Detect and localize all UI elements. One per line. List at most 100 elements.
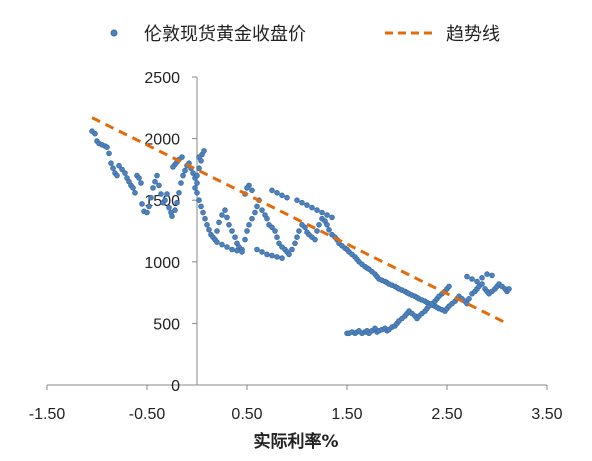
scatter-point — [289, 246, 295, 253]
scatter-point — [299, 199, 305, 206]
scatter-point — [206, 227, 212, 233]
scatter-point — [304, 202, 310, 208]
scatter-point — [324, 222, 330, 228]
scatter-point — [259, 249, 265, 255]
x-tick-label: 3.50 — [531, 406, 562, 423]
scatter-point — [479, 274, 485, 281]
scatter-point — [164, 191, 170, 197]
scatter-point — [229, 246, 235, 253]
legend-item-trendline: 趋势线 — [385, 24, 500, 45]
scatter-point — [309, 204, 315, 211]
scatter-point — [329, 214, 335, 221]
scatter-point — [302, 224, 308, 231]
scatter-point — [326, 227, 332, 233]
scatter-point — [162, 197, 168, 204]
scatter-point — [276, 240, 282, 247]
scatter-point — [196, 154, 202, 160]
scatter-point — [269, 224, 275, 231]
scatter-point — [259, 207, 265, 213]
x-tick-label: 2.50 — [431, 406, 462, 423]
legend-label-gold-price: 伦敦现货黄金收盘价 — [144, 24, 306, 45]
scatter-point — [279, 255, 285, 261]
scatter-point — [254, 203, 260, 210]
scatter-point — [170, 164, 176, 170]
scatter-point — [244, 185, 250, 191]
y-axis-ticks: 05001000150020002500 — [144, 70, 197, 395]
scatter-point — [104, 144, 110, 151]
legend-item-gold-price: 伦敦现货黄金收盘价 — [110, 24, 306, 45]
scatter-point — [232, 234, 238, 241]
scatter-point — [178, 180, 184, 186]
scatter-point — [229, 228, 235, 234]
scatter-point — [200, 209, 206, 216]
x-tick-label: 1.50 — [331, 406, 362, 423]
scatter-point — [324, 212, 330, 218]
scatter-point — [192, 185, 198, 191]
scatter-point — [108, 160, 114, 167]
x-axis-ticks: -1.50 -0.50 0.50 1.50 2.50 3.50 — [29, 385, 563, 423]
scatter-point — [279, 192, 285, 199]
data-points — [89, 128, 512, 337]
scatter-point — [224, 214, 230, 221]
scatter-point — [274, 234, 280, 241]
y-tick-label: 1000 — [144, 255, 180, 272]
scatter-point — [466, 295, 472, 302]
scatter-point — [114, 172, 120, 179]
scatter-point — [226, 222, 232, 228]
x-tick-label: -1.50 — [29, 406, 66, 423]
scatter-point — [239, 249, 245, 255]
scatter-point — [246, 222, 252, 228]
scatter-point — [464, 273, 470, 280]
scatter-point — [194, 190, 200, 196]
scatter-point — [156, 182, 162, 189]
scatter-point — [116, 162, 122, 169]
scatter-point — [172, 207, 178, 213]
scatter-point — [489, 272, 495, 279]
scatter-point — [469, 276, 475, 282]
scatter-point — [146, 203, 152, 210]
scatter-point — [484, 271, 490, 277]
scatter-point — [219, 212, 225, 218]
scatter-point — [214, 239, 220, 245]
scatter-point — [198, 203, 204, 210]
scatter-point — [122, 170, 128, 176]
y-tick-label: 500 — [153, 316, 180, 333]
scatter-point — [224, 244, 230, 250]
scatter-point — [194, 180, 200, 186]
scatter-point — [269, 252, 275, 259]
legend: 伦敦现货黄金收盘价 趋势线 — [110, 24, 500, 45]
scatter-point — [249, 215, 255, 222]
scatter-point — [180, 172, 186, 179]
scatter-point — [154, 172, 160, 179]
scatter-point — [110, 165, 116, 172]
y-tick-label: 0 — [171, 378, 180, 395]
scatter-point — [174, 199, 180, 206]
scatter-point — [92, 130, 98, 137]
scatter-point — [264, 251, 270, 258]
scatter-point — [202, 215, 208, 222]
scatter-point — [132, 190, 138, 196]
scatter-point — [479, 281, 485, 287]
scatter-point — [294, 197, 300, 204]
scatter-point — [314, 207, 320, 213]
scatter-point — [176, 190, 182, 196]
scatter-point — [182, 167, 188, 174]
scatter-point — [272, 228, 278, 234]
scatter-point — [219, 241, 225, 248]
scatter-point — [194, 172, 200, 179]
scatter-point — [274, 254, 280, 260]
x-tick-label: 0.50 — [231, 406, 262, 423]
scatter-point — [222, 207, 228, 213]
scatter-point — [292, 240, 298, 247]
x-tick-label: -0.50 — [129, 406, 166, 423]
scatter-point — [139, 201, 145, 207]
scatter-point — [314, 228, 320, 234]
scatter-point — [169, 213, 175, 220]
scatter-point — [269, 187, 275, 194]
scatter-point — [201, 148, 207, 154]
scatter-point — [249, 187, 255, 194]
scatter-point — [316, 222, 322, 228]
scatter-point — [119, 166, 125, 173]
scatter-point — [106, 150, 112, 157]
